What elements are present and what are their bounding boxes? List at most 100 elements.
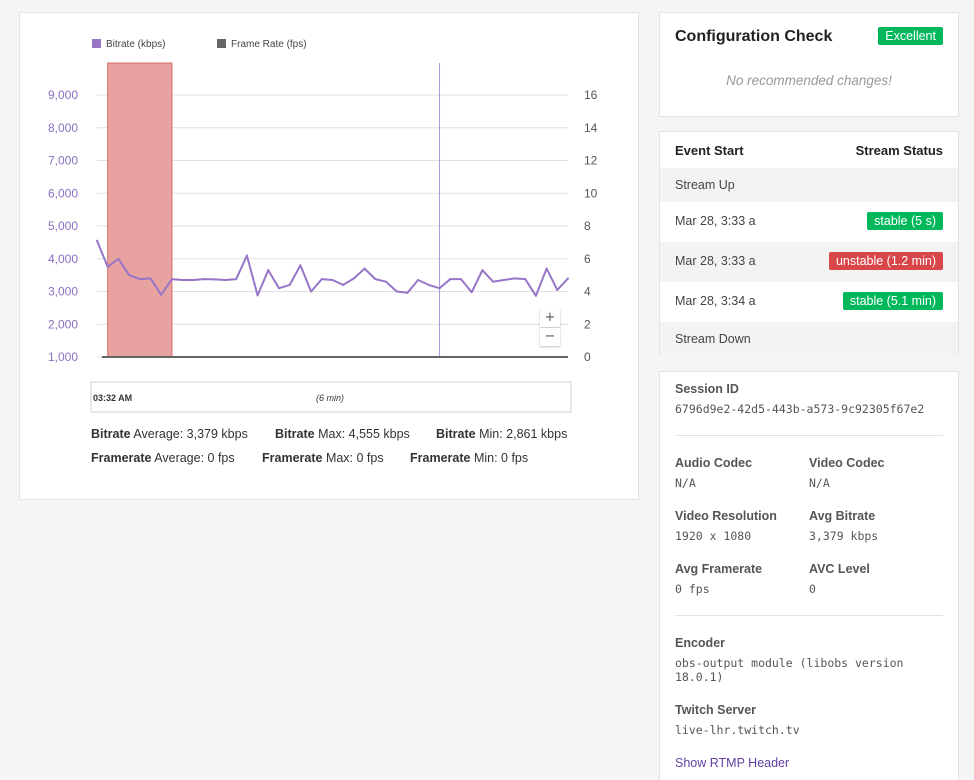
bitrate-point <box>181 279 184 282</box>
chart-axes: 1,000 2,000 3,000 4,000 5,000 6,000 7,000 8,000… <box>48 88 598 364</box>
bitrate-point <box>459 278 462 281</box>
bitrate-point <box>502 279 505 282</box>
bitrate-point <box>288 283 291 286</box>
bitrate-point <box>374 278 377 281</box>
chart-series <box>96 239 569 358</box>
bitrate-point <box>117 257 120 260</box>
y-left-tick-label: 2,000 <box>48 317 78 331</box>
navigator-span: (6 min) <box>316 393 344 403</box>
y-right-tick-label: 8 <box>584 219 591 233</box>
bitrate-point <box>138 278 141 281</box>
y-right-tick-label: 0 <box>584 350 591 364</box>
y-right-tick-label: 16 <box>584 88 598 102</box>
stream-events-panel: Event Start Stream Status Stream Up Mar … <box>659 131 959 355</box>
audio-codec-value: N/A <box>675 476 696 490</box>
unstable-region <box>107 62 173 358</box>
navigator-start-time: 03:32 AM <box>93 393 132 403</box>
bitrate-point <box>267 269 270 272</box>
bitrate-point <box>534 294 537 297</box>
bitrate-min-stat: Bitrate Min: 2,861 kbps <box>436 427 568 441</box>
status-badge-unstable: unstable (1.2 min) <box>828 252 943 270</box>
legend-framerate-label[interactable]: Frame Rate (fps) <box>231 39 307 50</box>
framerate-average-stat: Framerate Average: 0 fps <box>91 451 235 465</box>
y-right-tick-label: 12 <box>584 154 598 168</box>
stream-status-header: Stream Status <box>855 143 943 158</box>
bitrate-point <box>245 254 248 257</box>
stream-chart-panel: Bitrate (kbps) Frame Rate (fps) 1,000 2,0… <box>19 12 639 500</box>
configuration-check-panel: Configuration Check Excellent No recomme… <box>659 12 959 117</box>
y-right-tick-label: 10 <box>584 186 598 200</box>
bitrate-point <box>106 265 109 268</box>
chart-navigator[interactable] <box>90 381 572 413</box>
bitrate-point <box>395 290 398 293</box>
bitrate-point <box>556 288 559 291</box>
encoder-label: Encoder <box>675 636 726 650</box>
framerate-min-stat: Framerate Min: 0 fps <box>410 451 529 465</box>
bitrate-point <box>320 278 323 281</box>
bitrate-point <box>438 287 441 290</box>
bitrate-point <box>331 279 334 282</box>
config-title: Configuration Check <box>675 28 833 45</box>
bitrate-point <box>160 293 163 296</box>
y-left-tick-label: 4,000 <box>48 252 78 266</box>
bitrate-point <box>470 291 473 294</box>
events-header: Event Start Stream Status <box>660 132 958 168</box>
zoom-out-button[interactable]: − <box>540 328 560 346</box>
legend-bitrate-swatch <box>92 39 101 48</box>
bitrate-point <box>342 283 345 286</box>
event-label: Mar 28, 3:33 a <box>675 214 756 228</box>
y-left-tick-label: 8,000 <box>48 121 78 135</box>
session-id-value: 6796d9e2-42d5-443b-a573-9c92305f67e2 <box>675 402 925 416</box>
y-right-tick-label: 14 <box>584 121 598 135</box>
status-badge-stable: stable (5.1 min) <box>842 292 943 310</box>
y-right-tick-label: 4 <box>584 285 591 299</box>
show-rtmp-header-link[interactable]: Show RTMP Header <box>675 756 790 770</box>
bitrate-point <box>256 294 259 297</box>
bitrate-point <box>449 278 452 281</box>
avg-bitrate-label: Avg Bitrate <box>809 509 876 523</box>
bitrate-max-stat: Bitrate Max: 4,555 kbps <box>275 427 410 441</box>
event-label: Stream Up <box>675 178 735 192</box>
event-label: Mar 28, 3:33 a <box>675 254 756 268</box>
bitrate-point <box>213 278 216 281</box>
status-badge-stable: stable (5 s) <box>867 212 943 230</box>
event-start-header: Event Start <box>675 143 744 158</box>
divider <box>675 615 943 616</box>
bitrate-point <box>567 277 569 280</box>
y-left-tick-label: 3,000 <box>48 285 78 299</box>
event-label: Mar 28, 3:34 a <box>675 294 756 308</box>
avc-level-value: 0 <box>809 582 816 596</box>
bitrate-point <box>96 239 98 242</box>
bitrate-point <box>170 278 173 281</box>
event-row-stream-up: Stream Up <box>660 168 958 202</box>
y-left-tick-label: 6,000 <box>48 186 78 200</box>
video-resolution-label: Video Resolution <box>675 509 777 523</box>
audio-codec-label: Audio Codec <box>675 456 753 470</box>
event-row: Mar 28, 3:33 a stable (5 s) <box>660 202 958 242</box>
avg-framerate-value: 0 fps <box>675 582 710 596</box>
bitrate-point <box>277 287 280 290</box>
y-right-tick-label: 2 <box>584 317 591 331</box>
bitrate-point <box>149 277 152 280</box>
legend-framerate-swatch <box>217 39 226 48</box>
session-info-panel: Session ID 6796d9e2-42d5-443b-a573-9c923… <box>659 371 959 780</box>
stream-chart[interactable]: Bitrate (kbps) Frame Rate (fps) 1,000 2,0… <box>20 13 638 433</box>
legend-bitrate-label[interactable]: Bitrate (kbps) <box>106 39 165 50</box>
bitrate-point <box>128 274 131 277</box>
event-label: Stream Down <box>675 332 751 346</box>
bitrate-point <box>385 280 388 283</box>
bitrate-point <box>513 277 516 280</box>
avc-level-label: AVC Level <box>809 562 870 576</box>
video-codec-label: Video Codec <box>809 456 885 470</box>
y-left-tick-label: 7,000 <box>48 154 78 168</box>
zoom-in-button[interactable]: + <box>540 309 560 327</box>
chart-grid <box>97 94 568 358</box>
event-row: Mar 28, 3:33 a unstable (1.2 min) <box>660 242 958 282</box>
event-row-stream-down: Stream Down <box>660 322 958 355</box>
encoder-value: obs-output module (libobs version 18.0.1… <box>675 656 904 684</box>
video-resolution-value: 1920 x 1080 <box>675 529 752 543</box>
bitrate-point <box>406 291 409 294</box>
bitrate-point <box>481 269 484 272</box>
y-left-tick-label: 5,000 <box>48 219 78 233</box>
session-id-label: Session ID <box>675 382 739 396</box>
